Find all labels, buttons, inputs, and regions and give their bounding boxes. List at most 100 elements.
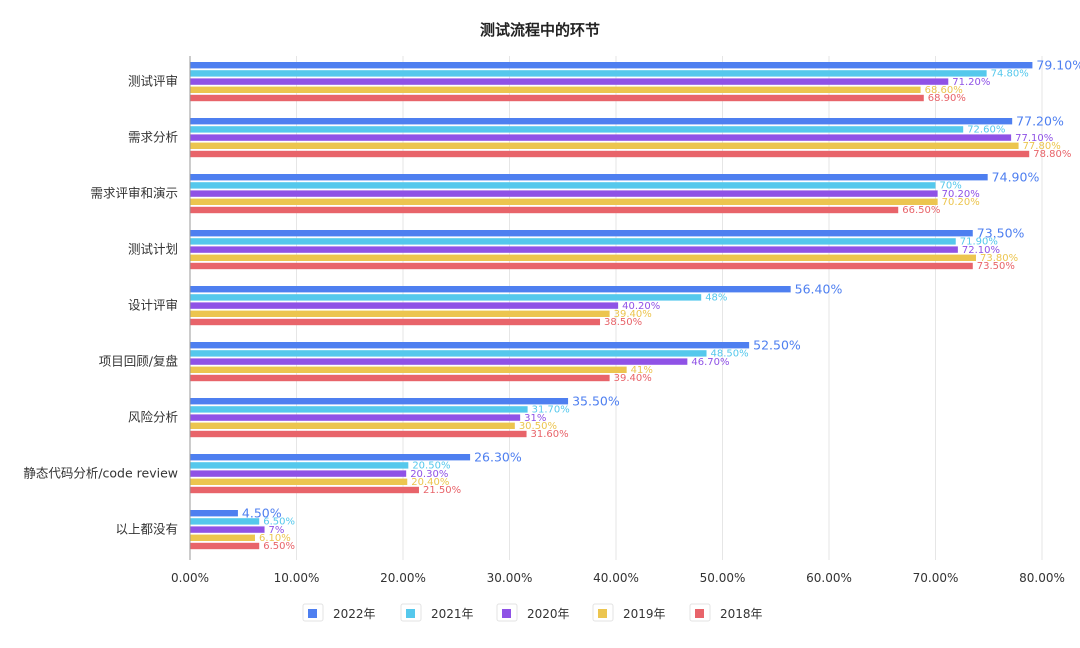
category-label: 设计评审 xyxy=(128,298,178,313)
data-label: 4.50% xyxy=(242,505,282,520)
data-label: 20.40% xyxy=(411,477,449,488)
data-label: 7% xyxy=(269,525,285,536)
bar xyxy=(190,142,1019,149)
x-axis-ticks: 0.00% 10.00% 20.00% 30.00% 40.00% 50.00% 60.00… xyxy=(171,571,1065,585)
bar xyxy=(190,254,976,261)
x-tick-label: 10.00% xyxy=(274,571,320,585)
data-label: 39.40% xyxy=(614,373,652,384)
bar xyxy=(190,302,619,309)
data-label: 66.50% xyxy=(902,205,940,216)
x-tick-label: 30.00% xyxy=(487,571,533,585)
data-label: 46.70% xyxy=(691,357,729,368)
x-tick-label: 40.00% xyxy=(593,571,639,585)
data-label: 20.30% xyxy=(410,469,448,480)
data-label: 77.20% xyxy=(1016,113,1064,128)
bar xyxy=(190,126,964,133)
legend-label[interactable]: 2022年 xyxy=(333,607,376,621)
data-label: 39.40% xyxy=(614,309,652,320)
data-label: 30.50% xyxy=(519,421,557,432)
bar xyxy=(190,286,791,293)
x-tick-label: 60.00% xyxy=(806,571,852,585)
data-label: 41% xyxy=(631,365,653,376)
x-tick-label: 50.00% xyxy=(700,571,746,585)
legend-label[interactable]: 2020年 xyxy=(527,607,570,621)
bar xyxy=(190,182,936,189)
x-tick-label: 80.00% xyxy=(1019,571,1065,585)
x-tick-label: 0.00% xyxy=(171,571,209,585)
legend-swatch[interactable] xyxy=(502,609,511,618)
bar xyxy=(190,118,1013,125)
legend-swatch[interactable] xyxy=(598,609,607,618)
legend-swatch[interactable] xyxy=(406,609,415,618)
category-label: 风险分析 xyxy=(128,410,178,425)
legend-label[interactable]: 2019年 xyxy=(623,607,666,621)
data-label: 71.90% xyxy=(960,237,998,248)
data-label: 20.50% xyxy=(412,461,450,472)
data-label: 70.20% xyxy=(942,197,980,208)
data-label: 6.50% xyxy=(263,541,295,552)
bar xyxy=(190,486,419,494)
bar xyxy=(190,190,938,197)
data-label: 38.50% xyxy=(604,317,642,328)
bars xyxy=(190,62,1033,550)
bar xyxy=(190,478,408,485)
data-label: 78.80% xyxy=(1033,149,1071,160)
bar xyxy=(190,150,1030,158)
data-label: 73.80% xyxy=(980,253,1018,264)
bar xyxy=(190,262,973,270)
data-label: 77.80% xyxy=(1023,141,1061,152)
bar xyxy=(190,398,569,405)
data-label: 79.10% xyxy=(1036,57,1080,72)
bar xyxy=(190,134,1012,141)
category-label: 静态代码分析/code review xyxy=(23,466,178,481)
legend-swatch[interactable] xyxy=(695,609,704,618)
data-label: 40.20% xyxy=(622,301,660,312)
legend-label[interactable]: 2021年 xyxy=(431,607,474,621)
bar xyxy=(190,62,1033,69)
category-label: 项目回顾/复盘 xyxy=(99,354,178,369)
data-label: 31.60% xyxy=(531,429,569,440)
bar xyxy=(190,198,938,205)
bar xyxy=(190,318,601,326)
bar xyxy=(190,542,260,550)
bar xyxy=(190,430,527,438)
data-label: 31.70% xyxy=(532,405,570,416)
legend-label[interactable]: 2018年 xyxy=(720,607,763,621)
bar xyxy=(190,470,407,477)
data-label: 74.80% xyxy=(991,69,1029,80)
x-tick-label: 70.00% xyxy=(913,571,959,585)
data-label: 73.50% xyxy=(977,261,1015,272)
data-label: 73.50% xyxy=(977,225,1025,240)
data-label: 48% xyxy=(705,293,727,304)
bar xyxy=(190,230,973,237)
bar xyxy=(190,238,956,245)
data-label: 48.50% xyxy=(711,349,749,360)
bar xyxy=(190,454,471,461)
bar xyxy=(190,366,627,373)
bar xyxy=(190,534,255,541)
bar xyxy=(190,414,521,421)
category-label: 需求评审和演示 xyxy=(90,186,178,201)
data-label: 6.50% xyxy=(263,517,295,528)
bar xyxy=(190,374,610,382)
data-label: 70% xyxy=(940,181,962,192)
data-label: 77.10% xyxy=(1015,133,1053,144)
data-label: 35.50% xyxy=(572,393,620,408)
data-label: 68.90% xyxy=(928,93,966,104)
data-label: 6.10% xyxy=(259,533,291,544)
data-label: 71.20% xyxy=(952,77,990,88)
data-labels: 79.10% 74.80%71.20%68.60%68.90% 77.20% 72.6… xyxy=(242,57,1080,552)
bar xyxy=(190,310,610,317)
data-label: 68.60% xyxy=(925,85,963,96)
chart-title: 测试流程中的环节 xyxy=(480,21,600,39)
bar xyxy=(190,70,987,77)
data-label: 74.90% xyxy=(992,169,1040,184)
bar xyxy=(190,342,750,349)
data-label: 21.50% xyxy=(423,485,461,496)
bar xyxy=(190,294,702,301)
bar xyxy=(190,422,515,429)
category-label: 测试计划 xyxy=(128,242,178,257)
bar xyxy=(190,526,265,533)
legend-swatch[interactable] xyxy=(308,609,317,618)
